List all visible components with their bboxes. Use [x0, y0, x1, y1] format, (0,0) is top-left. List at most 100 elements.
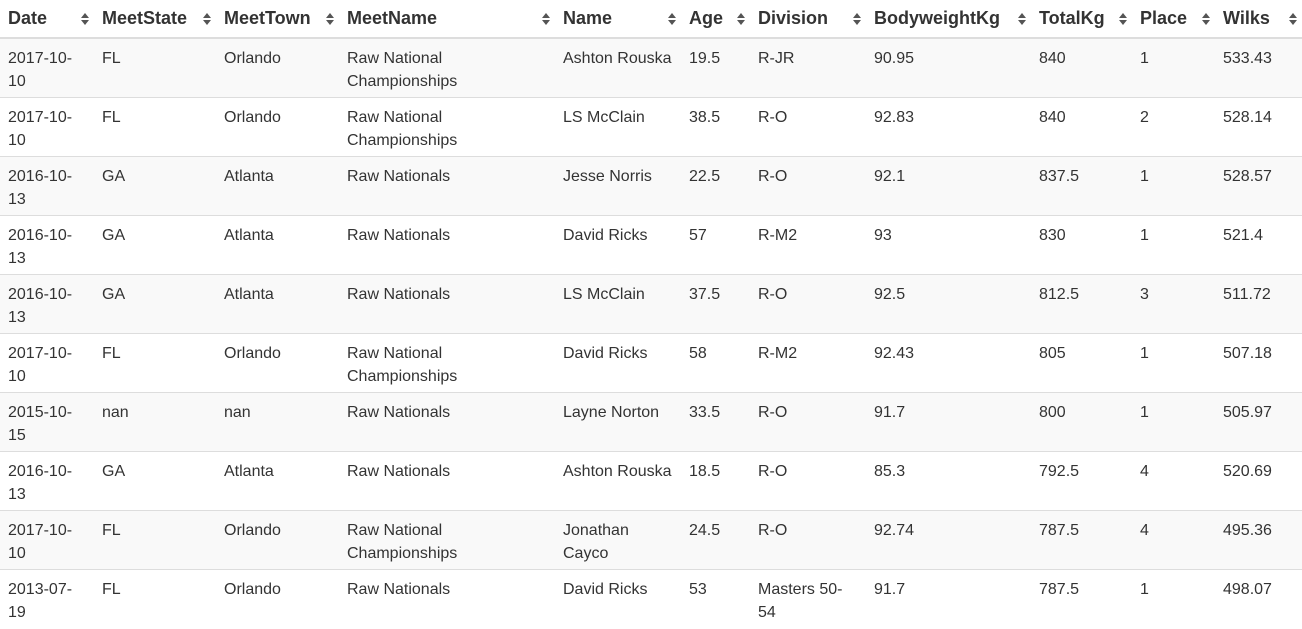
sort-icon	[203, 12, 211, 26]
cell-totalkg: 787.5	[1031, 568, 1132, 628]
cell-date: 2016-10-13	[0, 155, 94, 215]
column-header-bodyweightkg[interactable]: BodyweightKg	[866, 0, 1031, 39]
cell-division: Masters 50-54	[750, 568, 866, 628]
table-row: 2016-10-13 GA Atlanta Raw Nationals Jess…	[0, 155, 1302, 215]
cell-totalkg: 792.5	[1031, 450, 1132, 510]
cell-meetname: Raw National Championships	[339, 96, 555, 156]
cell-age: 18.5	[681, 450, 750, 510]
cell-meettown: Orlando	[216, 37, 339, 97]
table-body: 2017-10-10 FL Orlando Raw National Champ…	[0, 37, 1302, 628]
cell-date: 2016-10-13	[0, 214, 94, 274]
cell-meetname: Raw National Championships	[339, 37, 555, 97]
column-header-place[interactable]: Place	[1132, 0, 1215, 39]
cell-name: David Ricks	[555, 332, 681, 392]
cell-wilks: 533.43	[1215, 37, 1302, 97]
column-header-totalkg[interactable]: TotalKg	[1031, 0, 1132, 39]
cell-place: 1	[1132, 37, 1215, 97]
cell-place: 4	[1132, 450, 1215, 510]
column-header-label: BodyweightKg	[874, 8, 1000, 28]
cell-division: R-O	[750, 273, 866, 333]
column-header-date[interactable]: Date	[0, 0, 94, 39]
cell-date: 2016-10-13	[0, 273, 94, 333]
column-header-label: TotalKg	[1039, 8, 1105, 28]
cell-age: 37.5	[681, 273, 750, 333]
cell-age: 22.5	[681, 155, 750, 215]
sort-icon	[1018, 12, 1026, 26]
column-header-label: Place	[1140, 8, 1188, 28]
cell-meettown: Atlanta	[216, 214, 339, 274]
sort-icon	[668, 12, 676, 26]
cell-totalkg: 830	[1031, 214, 1132, 274]
cell-bodyweightkg: 93	[866, 214, 1031, 274]
cell-meettown: nan	[216, 391, 339, 451]
cell-date: 2017-10-10	[0, 37, 94, 97]
cell-name: David Ricks	[555, 214, 681, 274]
cell-meettown: Orlando	[216, 509, 339, 569]
column-header-meettown[interactable]: MeetTown	[216, 0, 339, 39]
cell-totalkg: 837.5	[1031, 155, 1132, 215]
cell-age: 57	[681, 214, 750, 274]
cell-totalkg: 787.5	[1031, 509, 1132, 569]
cell-place: 4	[1132, 509, 1215, 569]
cell-meettown: Orlando	[216, 96, 339, 156]
cell-meetname: Raw Nationals	[339, 214, 555, 274]
column-header-wilks[interactable]: Wilks	[1215, 0, 1302, 39]
cell-bodyweightkg: 91.7	[866, 568, 1031, 628]
cell-age: 19.5	[681, 37, 750, 97]
cell-bodyweightkg: 92.5	[866, 273, 1031, 333]
cell-meetstate: GA	[94, 155, 216, 215]
cell-meetstate: GA	[94, 214, 216, 274]
column-header-label: MeetState	[102, 8, 188, 28]
cell-meetstate: GA	[94, 273, 216, 333]
cell-meetstate: FL	[94, 37, 216, 97]
cell-name: Ashton Rouska	[555, 450, 681, 510]
column-header-name[interactable]: Name	[555, 0, 681, 39]
sort-icon	[326, 12, 334, 26]
sort-icon	[1289, 12, 1297, 26]
column-header-meetstate[interactable]: MeetState	[94, 0, 216, 39]
cell-name: Jonathan Cayco	[555, 509, 681, 569]
cell-bodyweightkg: 92.1	[866, 155, 1031, 215]
cell-wilks: 521.4	[1215, 214, 1302, 274]
cell-division: R-O	[750, 450, 866, 510]
cell-meetstate: FL	[94, 509, 216, 569]
cell-meetname: Raw Nationals	[339, 155, 555, 215]
table-row: 2017-10-10 FL Orlando Raw National Champ…	[0, 509, 1302, 569]
cell-place: 3	[1132, 273, 1215, 333]
cell-wilks: 520.69	[1215, 450, 1302, 510]
cell-bodyweightkg: 92.83	[866, 96, 1031, 156]
cell-name: Layne Norton	[555, 391, 681, 451]
cell-age: 58	[681, 332, 750, 392]
cell-age: 38.5	[681, 96, 750, 156]
cell-meettown: Atlanta	[216, 155, 339, 215]
cell-place: 2	[1132, 96, 1215, 156]
column-header-division[interactable]: Division	[750, 0, 866, 39]
column-header-meetname[interactable]: MeetName	[339, 0, 555, 39]
cell-totalkg: 812.5	[1031, 273, 1132, 333]
column-header-label: Division	[758, 8, 829, 28]
cell-date: 2015-10-15	[0, 391, 94, 451]
cell-wilks: 505.97	[1215, 391, 1302, 451]
cell-totalkg: 805	[1031, 332, 1132, 392]
cell-meetname: Raw Nationals	[339, 273, 555, 333]
cell-wilks: 495.36	[1215, 509, 1302, 569]
column-header-age[interactable]: Age	[681, 0, 750, 39]
cell-division: R-M2	[750, 214, 866, 274]
cell-division: R-O	[750, 96, 866, 156]
cell-date: 2017-10-10	[0, 332, 94, 392]
cell-meetstate: FL	[94, 568, 216, 628]
table-row: 2017-10-10 FL Orlando Raw National Champ…	[0, 37, 1302, 97]
cell-totalkg: 840	[1031, 37, 1132, 97]
cell-division: R-JR	[750, 37, 866, 97]
table-row: 2016-10-13 GA Atlanta Raw Nationals LS M…	[0, 273, 1302, 333]
sort-icon	[81, 12, 89, 26]
cell-age: 24.5	[681, 509, 750, 569]
cell-meetname: Raw Nationals	[339, 391, 555, 451]
cell-place: 1	[1132, 332, 1215, 392]
column-header-label: Date	[8, 8, 48, 28]
cell-date: 2017-10-10	[0, 96, 94, 156]
cell-meettown: Orlando	[216, 568, 339, 628]
cell-age: 33.5	[681, 391, 750, 451]
column-header-label: Name	[563, 8, 613, 28]
